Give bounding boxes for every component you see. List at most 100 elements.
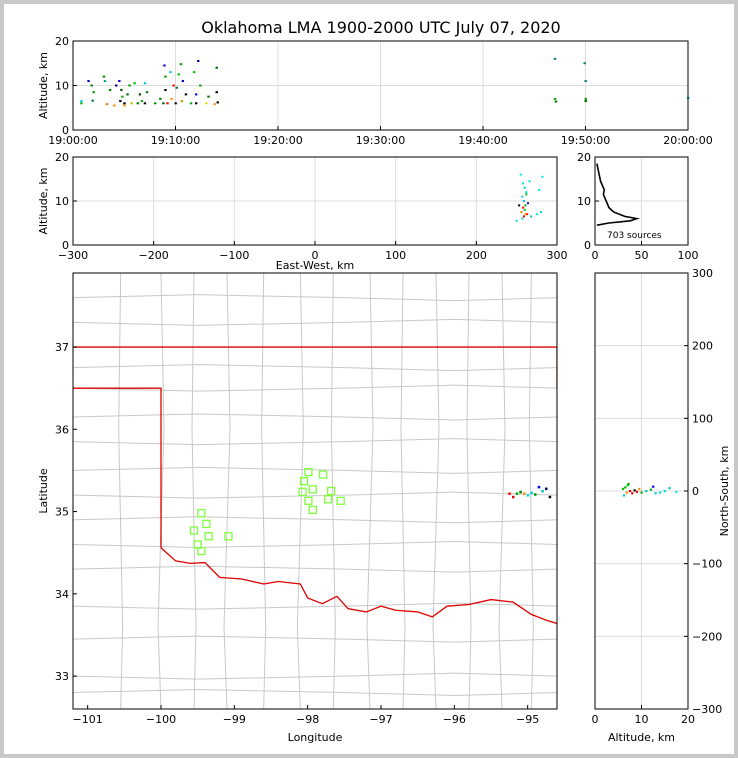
lma-station-marker [298,487,307,496]
lma-station-marker [189,526,199,535]
hist-plot-xtick-label: 0 [592,249,599,262]
ns-source-point [621,487,625,491]
ns-source-point [625,491,628,494]
map-xtick-label: −100 [146,713,176,726]
map-ytick-label: 33 [55,670,69,683]
time-source-point [121,95,124,98]
ns-source-point [628,490,632,493]
time-source-point [166,102,169,105]
county-boundary [73,364,557,372]
county-boundary [73,438,557,446]
map-frame [72,272,558,710]
time-source-point [584,100,587,103]
ew-source-point [535,213,538,216]
source-count-label: 703 sources [607,231,662,241]
ew-source-point [523,186,526,189]
time-source-point [583,62,586,65]
chart-title: Oklahoma LMA 1900-2000 UTC July 07, 2020 [201,18,560,37]
ew-source-point [541,175,544,178]
county-boundary [73,565,557,573]
county-boundary [73,672,557,680]
lma-station-marker [304,496,313,506]
time-source-point [159,97,162,100]
ns-plot-ylabel: North-South, km [718,446,731,537]
ew-plot-xtick-label: 200 [466,249,487,262]
map-source-point [523,492,526,495]
lma-station-marker [304,467,313,477]
county-boundary [498,273,506,709]
time-source-point [184,93,188,96]
ns-source-point [627,482,630,485]
lma-station-marker [308,485,317,494]
ew-source-point [526,202,529,205]
time-source-point [195,102,198,105]
time-plot-ytick-label: 10 [55,80,69,93]
time-source-point [130,102,133,105]
county-boundary [466,273,472,709]
lma-station-marker [299,476,309,486]
time-plot-ytick-label: 20 [55,35,69,48]
ns-source-point [654,492,657,495]
time-source-point [192,71,196,74]
map-xtick-label: −98 [296,713,319,726]
ew-plot-xlabel: East-West, km [276,259,354,272]
lma-station-marker [326,486,336,496]
ew-source-point [519,173,522,176]
ew-plot-xtick-label: 300 [547,249,568,262]
time-plot-xtick-label: 19:40:00 [458,134,507,147]
ew-source-point [539,211,542,213]
county-boundary [223,273,231,709]
ew-plot-ytick-label: 0 [62,239,69,252]
lma-station-marker [197,546,206,556]
ew-source-point [525,191,528,194]
time-source-point [195,93,198,96]
time-plot-ytick-label: 0 [62,124,69,137]
ns-source-point [649,488,652,491]
ns-source-point [652,485,655,488]
time-source-point [169,71,172,74]
time-source-point [197,60,200,63]
county-boundary [73,540,557,548]
county-boundary [73,294,557,302]
time-plot-ylabel: Altitude, km [37,52,50,119]
time-source-point [154,102,157,105]
ew-source-point [522,206,525,209]
ew-source-point [538,189,541,191]
time-source-point [205,102,208,105]
time-source-point [103,80,107,83]
time-plot-xtick-label: 19:50:00 [561,134,610,147]
map-source-point [545,487,548,491]
ew-plot-xtick-label: 100 [385,249,406,262]
time-source-point [133,82,136,85]
ns-source-point [633,489,636,492]
map-xtick-label: −95 [516,713,539,726]
lma-station-marker [324,495,333,504]
map-ytick-label: 35 [55,506,69,519]
hist-plot-xtick-label: 50 [635,249,649,262]
county-boundary [191,273,197,709]
time-source-point [172,84,175,87]
map-source-point [530,491,533,495]
time-source-point [108,88,112,91]
time-source-point [181,80,185,83]
time-source-point [170,97,173,100]
lma-station-marker [336,496,345,506]
time-source-point [143,82,147,85]
map-source-point [526,494,530,497]
ew-source-point [522,200,525,202]
map-source-point [519,490,522,494]
time-source-point [164,88,167,91]
hist-plot-xtick-label: 100 [678,249,699,262]
ns-source-point [675,490,678,493]
ns-source-point [638,487,641,491]
time-plot-xtick-label: 19:00:00 [48,134,97,147]
ns-source-point [663,490,666,493]
ew-source-point [524,204,527,207]
ns-source-point [635,490,639,493]
map-ytick-label: 36 [55,423,69,436]
time-source-point [113,104,116,107]
ns-plot-xlabel: Altitude, km [608,731,675,744]
ew-plot-ytick-label: 20 [55,151,69,164]
time-plot-xtick-label: 19:30:00 [356,134,405,147]
